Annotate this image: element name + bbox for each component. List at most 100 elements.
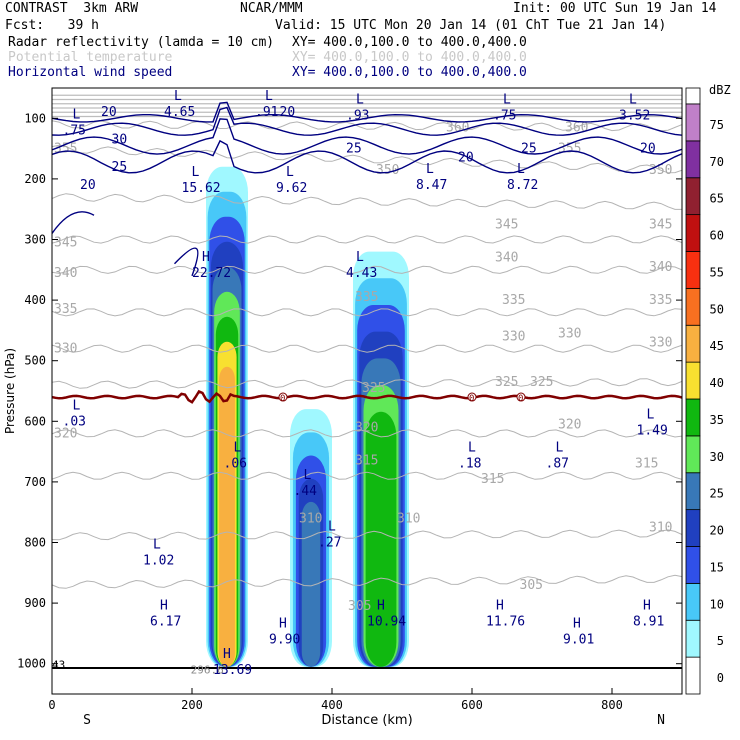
- extremum-value: .87: [546, 457, 569, 472]
- colorbar-swatch-25: [685, 472, 701, 511]
- x-end-label-north: N: [657, 713, 665, 728]
- field-name-reflectivity: Radar reflectivity (lamda = 10 cm): [8, 35, 275, 50]
- x-axis-label: Distance (km): [321, 713, 412, 728]
- wind-contour: [52, 118, 682, 155]
- wind-contour: [52, 101, 682, 123]
- colorbar-tick-label: 15: [710, 560, 724, 574]
- theta-label: 335: [502, 293, 525, 308]
- colorbar-swatch-0: [685, 656, 701, 695]
- extremum-value: 8.91: [633, 614, 664, 629]
- theta-contour-340: [52, 265, 682, 274]
- wind-label: 20: [80, 178, 96, 193]
- theta-label: 335: [355, 290, 378, 305]
- colorbar-tick-label: 35: [710, 413, 724, 427]
- colorbar-swatch-55: [685, 251, 701, 289]
- extremum-L: L: [73, 107, 81, 122]
- x-tick-label: 400: [321, 698, 343, 712]
- valid-time: Valid: 15 UTC Mon 20 Jan 14 (01 ChT Tue …: [275, 18, 667, 33]
- extremum-value: 9.90: [269, 632, 300, 647]
- theta-label: 330: [558, 326, 581, 341]
- y-tick-label: 1000: [17, 657, 46, 671]
- theta-label: 355: [558, 142, 581, 157]
- extremum-H: H: [573, 616, 581, 631]
- forecast-hour: Fcst: 39 h: [5, 18, 99, 33]
- wind-contour: [173, 247, 199, 277]
- extremum-value: 8.47: [416, 178, 447, 193]
- x-end-label-south: S: [83, 713, 91, 728]
- extremum-value: 11.76: [486, 614, 525, 629]
- theta-label: 325: [530, 375, 553, 390]
- colorbar-tick-label: 45: [710, 339, 724, 353]
- theta-contour-325: [52, 378, 682, 389]
- freezing-level-marker: [516, 392, 526, 402]
- theta-label: 330: [649, 336, 672, 351]
- colorbar-swatch-40: [685, 361, 701, 400]
- theta-label: 330: [502, 329, 525, 344]
- freezing-level-label: 0: [280, 394, 285, 404]
- colorbar-swatch-10: [685, 582, 701, 621]
- extremum-H: H: [160, 598, 168, 613]
- extremum-H: H: [279, 616, 287, 631]
- colorbar-tick-label: 75: [710, 118, 724, 132]
- extremum-value: 9.01: [563, 632, 594, 647]
- freezing-level-line: [52, 389, 682, 404]
- theta-contour-330: [52, 344, 682, 353]
- extremum-L: L: [629, 92, 637, 107]
- theta-contour-315: [52, 471, 682, 480]
- theta-contour-355: [52, 144, 682, 174]
- extremum-L: L: [556, 441, 564, 456]
- extremum-H: H: [202, 250, 210, 265]
- theta-label: 340: [495, 251, 518, 266]
- extremum-L: L: [234, 441, 242, 456]
- colorbar-swatch-50: [685, 287, 701, 326]
- theta-label: 315: [481, 472, 504, 487]
- x-tick-label: 600: [461, 698, 483, 712]
- model-title: CONTRAST 3km ARW: [5, 1, 139, 16]
- theta-contour-335: [52, 308, 682, 317]
- theta-label: 315: [355, 454, 378, 469]
- colorbar-tick-label: 30: [710, 450, 724, 464]
- extremum-value: 8.72: [507, 178, 538, 193]
- extremum-value: .75: [63, 123, 86, 138]
- theta-label: 355: [54, 142, 77, 157]
- extremum-L: L: [304, 468, 312, 483]
- wind-label: 20: [640, 142, 656, 157]
- extremum-value: .27: [318, 536, 341, 551]
- extremum-L: L: [647, 407, 655, 422]
- wind-label: 30: [112, 133, 128, 148]
- extremum-value: .03: [63, 414, 86, 429]
- colorbar-swatch-20: [685, 509, 701, 547]
- theta-label: 345: [649, 217, 672, 232]
- y-tick-label: 500: [24, 354, 46, 368]
- extremum-value: .91: [255, 105, 278, 120]
- extremum-L: L: [468, 441, 476, 456]
- theta-label: 345: [54, 236, 77, 251]
- colorbar-tick-label: 55: [710, 265, 724, 279]
- theta-label: 350: [376, 163, 399, 178]
- colorbar-swatch-30: [685, 435, 701, 474]
- extremum-value: 4.43: [346, 266, 377, 281]
- theta-label: 325: [362, 381, 385, 396]
- y-tick-label: 100: [24, 111, 46, 125]
- theta-label: 315: [635, 457, 658, 472]
- y-tick-label: 400: [24, 293, 46, 307]
- extremum-L: L: [153, 538, 161, 553]
- wind-label: 20: [458, 151, 474, 166]
- y-tick-label: 600: [24, 414, 46, 428]
- wind-label: 20: [280, 105, 296, 120]
- theta-label: 345: [495, 217, 518, 232]
- theta-label: 310: [397, 511, 420, 526]
- surface-label-left: 43: [52, 659, 65, 672]
- colorbar-tick-label: 0: [717, 671, 724, 685]
- colorbar-swatch-45: [685, 324, 701, 363]
- colorbar-tick-label: 40: [710, 376, 724, 390]
- wind-contour: [52, 106, 682, 136]
- theta-contour-345: [52, 235, 682, 244]
- colorbar-swatch-35: [685, 398, 701, 437]
- y-tick-label: 200: [24, 172, 46, 186]
- theta-label: 335: [649, 293, 672, 308]
- field-xy-wind: XY= 400.0,100.0 to 400.0,400.0: [292, 65, 527, 80]
- colorbar-swatch-70: [685, 140, 701, 179]
- field-xy-theta: XY= 400.0,100.0 to 400.0,400.0: [292, 50, 527, 65]
